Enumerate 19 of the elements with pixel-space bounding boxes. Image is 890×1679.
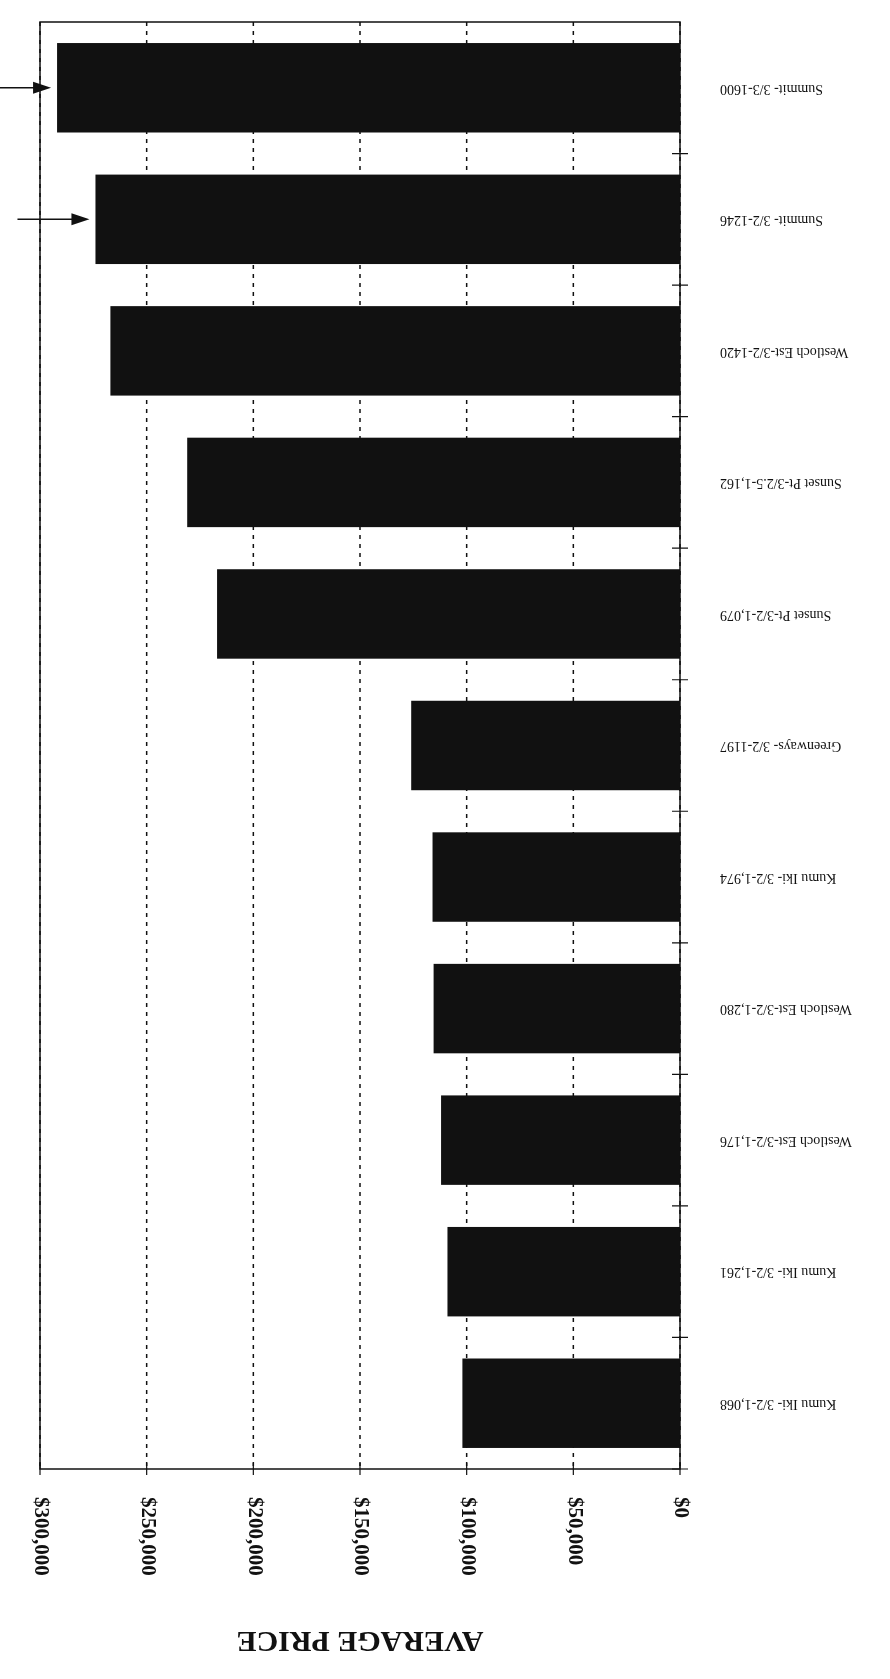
y-tick-label: Summit- 3/2-1246 [720,213,824,229]
y-tick-label: Greenways- 3/2-1197 [720,739,842,755]
y-tick-label: Westloch Est-3/2-1420 [720,344,849,360]
y-tick-label: Kumu Iki- 3/2-1,068 [720,1397,837,1413]
x-axis-title: AVERAGE PRICE [236,1626,484,1660]
y-tick-label: Sunset Pt-3/2.5-1,162 [720,476,842,492]
y-tick-label: Summit- 3/3-1600 [720,81,824,97]
y-tick-label: Sunset Pt-3/2-1,079 [720,607,832,623]
x-tick-label: $250,000 [136,1497,161,1576]
x-tick-label: $300,000 [30,1497,55,1576]
x-tick-label: $200,000 [243,1497,268,1576]
x-tick-label: $50,000 [563,1497,588,1566]
y-tick-label: Westloch Est-3/2-1,280 [720,1002,852,1018]
y-tick-label: Kumu Iki- 3/2-1,974 [720,870,837,886]
x-tick-label: $100,000 [456,1497,481,1576]
y-tick-label: Westloch Est-3/2-1,176 [720,1133,852,1149]
y-tick-label: Kumu Iki- 3/2-1,261 [720,1265,837,1281]
x-tick-label: $150,000 [350,1497,375,1576]
x-tick-label: $0 [670,1497,695,1518]
